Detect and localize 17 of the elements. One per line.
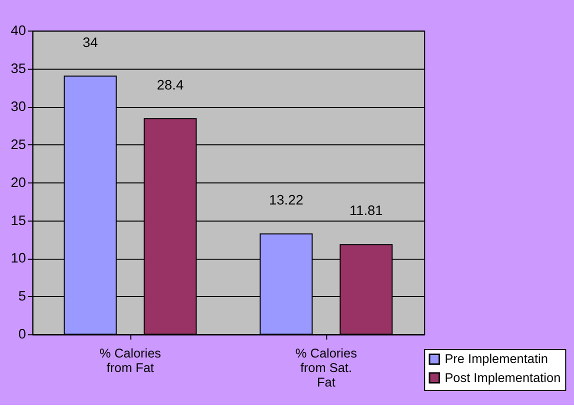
y-tick-label: 0 [18, 326, 26, 342]
data-label: 13.22 [269, 192, 304, 208]
legend-label: Pre Implementatin [444, 351, 548, 366]
data-label: 28.4 [156, 77, 184, 92]
y-tick-label: 35 [10, 60, 26, 76]
data-label: 11.81 [350, 203, 383, 218]
y-tick-label: 25 [10, 136, 26, 152]
y-tick-label: 20 [10, 174, 26, 190]
data-label: 34 [82, 34, 98, 50]
x-tick-label: % Calories from Sat. Fat [295, 345, 357, 390]
y-tick-label: 30 [10, 98, 26, 114]
y-tick-label: 40 [10, 23, 26, 38]
y-tick-label: 10 [10, 250, 26, 266]
y-tick-label: 15 [10, 212, 26, 228]
y-tick-label: 5 [18, 288, 26, 304]
legend-label: Post Implementation [444, 370, 561, 385]
x-tick-label: % Calories from Fat [100, 345, 162, 375]
